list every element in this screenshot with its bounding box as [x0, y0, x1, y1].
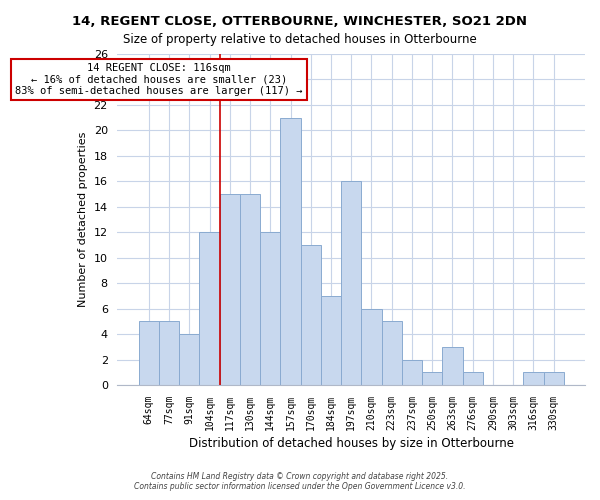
Text: Contains HM Land Registry data © Crown copyright and database right 2025.
Contai: Contains HM Land Registry data © Crown c… — [134, 472, 466, 491]
Bar — [280, 118, 301, 385]
Y-axis label: Number of detached properties: Number of detached properties — [78, 132, 88, 307]
Bar — [240, 194, 260, 385]
Bar — [463, 372, 483, 385]
Bar — [422, 372, 442, 385]
X-axis label: Distribution of detached houses by size in Otterbourne: Distribution of detached houses by size … — [189, 437, 514, 450]
Bar — [321, 296, 341, 385]
Text: Size of property relative to detached houses in Otterbourne: Size of property relative to detached ho… — [123, 32, 477, 46]
Bar — [523, 372, 544, 385]
Text: 14, REGENT CLOSE, OTTERBOURNE, WINCHESTER, SO21 2DN: 14, REGENT CLOSE, OTTERBOURNE, WINCHESTE… — [73, 15, 527, 28]
Bar — [139, 322, 159, 385]
Bar — [179, 334, 199, 385]
Bar — [220, 194, 240, 385]
Bar — [199, 232, 220, 385]
Bar — [301, 245, 321, 385]
Text: 14 REGENT CLOSE: 116sqm
← 16% of detached houses are smaller (23)
83% of semi-de: 14 REGENT CLOSE: 116sqm ← 16% of detache… — [15, 63, 303, 96]
Bar — [159, 322, 179, 385]
Bar — [361, 308, 382, 385]
Bar — [544, 372, 564, 385]
Bar — [402, 360, 422, 385]
Bar — [382, 322, 402, 385]
Bar — [341, 182, 361, 385]
Bar — [442, 347, 463, 385]
Bar — [260, 232, 280, 385]
